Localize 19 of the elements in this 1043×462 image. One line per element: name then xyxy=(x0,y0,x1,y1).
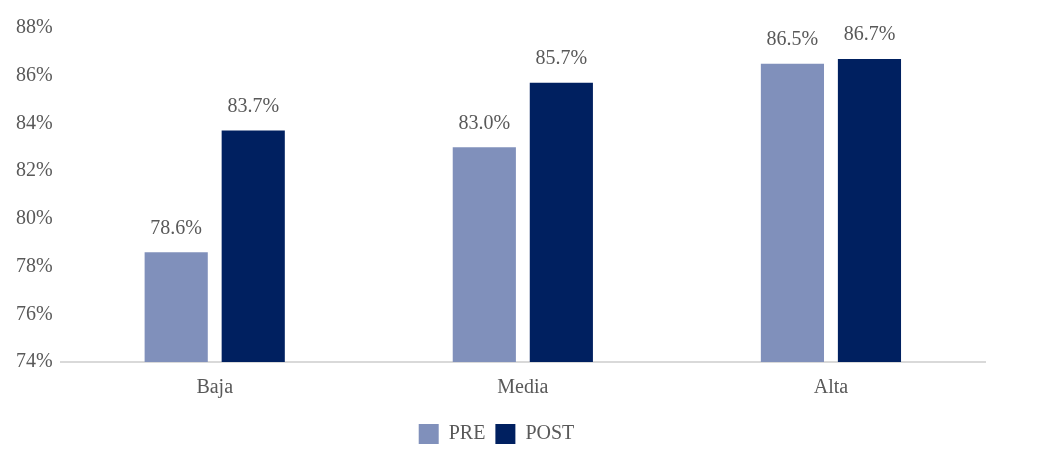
legend-label: POST xyxy=(525,421,575,444)
x-tick-label: Media xyxy=(497,375,549,398)
y-tick-label: 88% xyxy=(15,15,53,38)
legend-label: PRE xyxy=(448,421,486,444)
y-tick-label: 74% xyxy=(15,349,53,372)
x-tick-label: Alta xyxy=(813,375,849,398)
y-tick-label: 76% xyxy=(15,301,53,324)
data-label: 85.7% xyxy=(535,46,588,69)
y-tick-label: 82% xyxy=(15,158,53,181)
data-label: 78.6% xyxy=(150,215,203,238)
x-tick-label: Baja xyxy=(196,375,234,399)
data-label: 83.7% xyxy=(227,93,280,116)
y-tick-label: 86% xyxy=(15,62,53,85)
data-label: 86.7% xyxy=(843,22,896,45)
y-tick-label: 78% xyxy=(15,253,53,276)
y-tick-label: 80% xyxy=(15,206,53,229)
y-tick-label: 84% xyxy=(15,110,53,133)
data-label: 83.0% xyxy=(458,110,511,133)
data-label: 86.5% xyxy=(766,27,819,50)
